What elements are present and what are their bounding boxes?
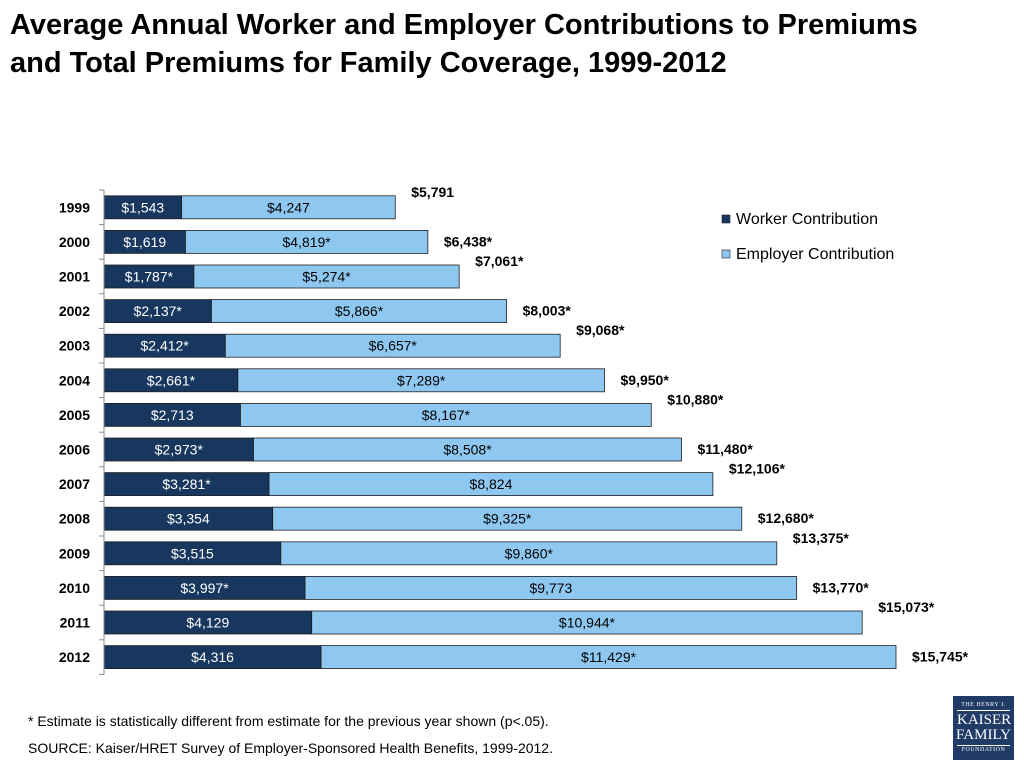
worker-value-label: $2,973* (155, 442, 204, 458)
category-label: 1999 (59, 199, 90, 215)
total-premium-label: $9,950* (621, 372, 670, 388)
legend-swatch-employer (721, 249, 731, 259)
employer-value-label: $7,289* (397, 372, 446, 388)
employer-bar (237, 368, 605, 393)
employer-bar (253, 437, 682, 462)
employer-bar (268, 472, 714, 497)
employer-bar (240, 402, 652, 427)
total-premium-label: $10,880* (667, 391, 724, 407)
total-premium-label: $13,375* (793, 530, 850, 546)
employer-bar (280, 541, 778, 566)
employer-value-label: $5,866* (335, 303, 384, 319)
category-label: 2008 (59, 511, 90, 527)
employer-bar (185, 229, 429, 254)
category-label: 2001 (59, 269, 90, 285)
worker-value-label: $3,281* (162, 476, 211, 492)
kaiser-family-foundation-logo: THE HENRY J. KAISER FAMILY FOUNDATION (953, 696, 1014, 760)
source-note: SOURCE: Kaiser/HRET Survey of Employer-S… (28, 740, 553, 756)
worker-value-label: $1,619 (123, 234, 166, 250)
employer-value-label: $8,824 (470, 476, 513, 492)
worker-value-label: $3,997* (180, 580, 229, 596)
employer-value-label: $6,657* (369, 338, 418, 354)
employer-value-label: $9,860* (505, 545, 554, 561)
employer-value-label: $5,274* (302, 269, 351, 285)
footnote: * Estimate is statistically different fr… (28, 713, 549, 729)
employer-value-label: $11,429* (581, 649, 637, 665)
total-premium-label: $12,680* (758, 510, 815, 526)
employer-value-label: $10,944* (559, 615, 616, 631)
employer-bar (193, 264, 460, 289)
category-label: 2011 (60, 615, 91, 631)
employer-bar (320, 645, 897, 669)
employer-bar (181, 195, 396, 220)
employer-value-label: $4,247 (267, 199, 310, 215)
total-premium-label: $7,061* (475, 253, 524, 269)
employer-value-label: $4,819* (282, 234, 331, 250)
total-premium-label: $11,480* (698, 441, 754, 457)
legend-label-employer: Employer Contribution (736, 246, 894, 263)
employer-bar (224, 333, 561, 358)
total-premium-label: $13,770* (813, 579, 870, 595)
category-label: 2012 (59, 649, 90, 665)
chart-title: Average Annual Worker and Employer Contr… (10, 9, 918, 79)
employer-bar (311, 610, 863, 635)
total-premium-label: $12,106* (729, 461, 786, 477)
category-label: 2003 (59, 338, 90, 354)
employer-value-label: $9,773 (529, 580, 572, 596)
logo-line-3: FAMILY (956, 727, 1011, 743)
worker-value-label: $2,137* (134, 303, 183, 319)
employer-bar (272, 506, 743, 531)
worker-value-label: $1,787* (125, 269, 174, 285)
employer-value-label: $8,167* (422, 407, 471, 423)
worker-value-label: $3,354 (167, 511, 210, 527)
category-label: 2007 (59, 476, 90, 492)
logo-line-1: THE HENRY J. (961, 702, 1006, 708)
worker-value-label: $2,661* (147, 372, 196, 388)
category-label: 2004 (59, 372, 90, 388)
stacked-bar-chart: 1999 $1,543 $4,247 $5,791 2000 $1,619 $4,819* $… (59, 184, 969, 675)
worker-value-label: $1,543 (121, 199, 164, 215)
worker-value-label: $3,515 (171, 545, 214, 561)
worker-value-label: $4,129 (186, 615, 229, 631)
employer-bar (211, 299, 507, 324)
legend-swatch-worker (721, 214, 731, 224)
total-premium-label: $8,003* (523, 303, 572, 319)
legend-label-worker: Worker Contribution (736, 211, 878, 228)
logo-line-2: KAISER (957, 710, 1012, 728)
logo-line-4: FOUNDATION (957, 745, 1010, 755)
category-label: 2006 (59, 442, 90, 458)
total-premium-label: $9,068* (576, 322, 625, 338)
total-premium-label: $6,438* (444, 233, 493, 249)
worker-value-label: $2,713 (151, 407, 194, 423)
worker-value-label: $2,412* (141, 338, 190, 354)
employer-value-label: $8,508* (443, 442, 492, 458)
employer-value-label: $9,325* (483, 511, 532, 527)
category-label: 2010 (59, 580, 90, 596)
total-premium-label: $15,073* (878, 599, 935, 615)
category-label: 2005 (59, 407, 90, 423)
category-label: 2000 (59, 234, 90, 250)
category-label: 2002 (59, 303, 90, 319)
total-premium-label: $5,791 (411, 184, 454, 200)
category-label: 2009 (59, 545, 90, 561)
employer-bar (304, 576, 798, 600)
worker-value-label: $4,316 (191, 649, 234, 665)
total-premium-label: $15,745* (912, 649, 969, 665)
